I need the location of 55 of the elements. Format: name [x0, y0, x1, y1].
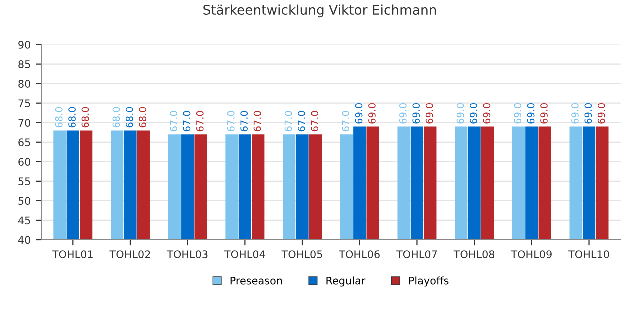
x-tick-label: TOHL04	[224, 250, 266, 258]
x-tick-label: TOHL01	[52, 250, 93, 258]
x-tick-label: TOHL03	[167, 250, 208, 258]
x-tick-label: TOHL06	[339, 250, 380, 258]
y-tick-label: 60	[18, 158, 30, 166]
y-tick-label: 50	[18, 197, 30, 206]
data-label: 67.0	[284, 111, 292, 132]
data-label: 67.0	[342, 111, 350, 132]
data-label: 68.0	[126, 107, 134, 128]
x-tick-label: TOHL08	[454, 250, 495, 258]
data-label: 69.0	[456, 103, 464, 124]
data-label: 69.0	[572, 103, 579, 124]
data-label: 67.0	[183, 111, 191, 132]
data-label: 69.0	[368, 103, 376, 124]
data-label: 69.0	[355, 103, 363, 124]
data-label: 69.0	[483, 103, 491, 124]
data-label: 67.0	[254, 111, 262, 132]
legend-label: Preseason	[230, 277, 282, 285]
chart-title: Stärkeentwicklung Viktor Eichmann	[204, 4, 436, 18]
x-tick-label: TOHL07	[396, 250, 438, 258]
legend-label: Playoffs	[409, 276, 449, 287]
data-label: 68.0	[112, 107, 120, 128]
data-label: 67.0	[227, 111, 235, 132]
y-tick-label: 70	[18, 119, 30, 127]
y-tick-label: 75	[18, 100, 30, 108]
data-label: 68.0	[55, 107, 63, 128]
data-label: 67.0	[298, 111, 306, 132]
y-tick-label: 85	[18, 60, 30, 68]
data-label: 67.0	[196, 111, 204, 132]
x-tick-label: TOHL10	[568, 250, 610, 258]
data-label: 69.0	[527, 103, 535, 124]
y-tick-label: 45	[18, 216, 30, 225]
y-tick-label: 55	[18, 178, 30, 186]
data-label: 69.0	[426, 103, 434, 124]
legend-label: Regular	[326, 276, 366, 287]
data-label: 67.0	[311, 111, 319, 132]
data-label: 67.0	[240, 111, 248, 132]
data-label: 69.0	[412, 103, 420, 124]
data-label: 69.0	[598, 103, 606, 124]
y-tick-label: 90	[18, 41, 30, 49]
data-label: 68.0	[82, 107, 90, 128]
data-label: 69.0	[584, 103, 592, 124]
x-tick-label: TOHL02	[110, 250, 150, 258]
data-label: 69.0	[540, 103, 548, 124]
y-tick-label: 65	[18, 138, 30, 147]
data-label: 68.0	[139, 107, 146, 128]
x-tick-label: TOHL05	[282, 250, 322, 258]
x-tick-label: TOHL09	[511, 250, 552, 258]
data-label: 67.0	[170, 111, 178, 132]
data-label: 69.0	[470, 103, 478, 124]
data-label: 68.0	[68, 107, 76, 128]
y-tick-label: 40	[18, 236, 30, 244]
data-label: 69.0	[399, 103, 407, 124]
data-label: 69.0	[514, 103, 522, 124]
y-tick-label: 80	[18, 80, 30, 88]
